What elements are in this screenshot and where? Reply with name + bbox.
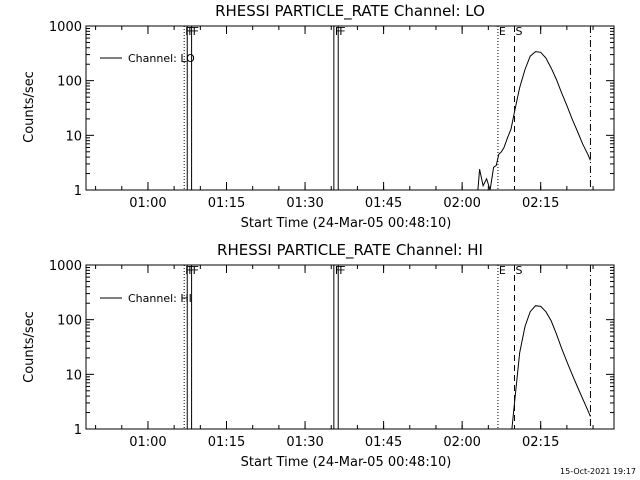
y-tick-label: 1 <box>74 184 82 199</box>
timestamp: 15-Oct-2021 19:17 <box>560 467 636 476</box>
y-tick-label: 1000 <box>49 20 82 35</box>
marker-label: E <box>499 264 506 277</box>
x-axis-label: Start Time (24-Mar-05 00:48:10) <box>241 216 452 231</box>
x-axis-label: Start Time (24-Mar-05 00:48:10) <box>241 455 452 470</box>
y-axis-label: Counts/sec <box>22 71 37 143</box>
y-tick-label: 1000 <box>49 259 82 274</box>
marker-label: F <box>185 264 191 277</box>
series-line <box>467 51 591 191</box>
marker-label: S <box>516 25 523 38</box>
x-tick-label: 02:00 <box>443 196 480 211</box>
x-tick-label: 01:30 <box>286 196 323 211</box>
x-tick-label: 01:15 <box>208 435 245 450</box>
marker-label: S <box>516 264 523 277</box>
ticks: 01:00 01:15 01:30 01:45 02:00 02:15 1 10 100 1000 <box>49 20 614 211</box>
y-tick-label: 100 <box>57 314 82 329</box>
x-tick-label: 02:15 <box>522 196 559 211</box>
x-tick-label: 01:00 <box>129 435 166 450</box>
event-markers: FFFFFES <box>183 25 591 190</box>
marker-label: F <box>339 264 345 277</box>
x-tick-label: 01:45 <box>365 196 402 211</box>
marker-label: E <box>499 25 506 38</box>
legend-entry: Channel: HI <box>128 292 192 305</box>
y-tick-label: 10 <box>65 129 82 144</box>
y-axis-label: Counts/sec <box>22 311 37 383</box>
panel-hi: RHESSI PARTICLE_RATE Channel: HI Counts/… <box>22 241 615 470</box>
x-tick-label: 02:15 <box>522 435 559 450</box>
x-tick-label: 01:30 <box>286 435 323 450</box>
chart-title: RHESSI PARTICLE_RATE Channel: HI <box>217 241 483 260</box>
ticks: 01:00 01:15 01:30 01:45 02:00 02:15 1 10 100 1000 <box>49 259 614 450</box>
marker-label: F <box>193 264 199 277</box>
marker-label: F <box>185 25 191 38</box>
x-tick-label: 01:00 <box>129 196 166 211</box>
x-tick-label: 01:45 <box>365 435 402 450</box>
x-tick-label: 01:15 <box>208 196 245 211</box>
y-tick-label: 10 <box>65 368 82 383</box>
chart-title: RHESSI PARTICLE_RATE Channel: LO <box>215 2 485 21</box>
plot-frame <box>85 264 615 430</box>
marker-label: F <box>193 25 199 38</box>
event-markers: FFFFFES <box>183 264 591 429</box>
y-tick-label: 1 <box>74 423 82 438</box>
panel-lo: RHESSI PARTICLE_RATE Channel: LO Counts/… <box>22 2 615 231</box>
legend-entry: Channel: LO <box>128 52 195 65</box>
marker-label: F <box>339 25 345 38</box>
plot-frame <box>85 25 615 191</box>
x-tick-label: 02:00 <box>443 435 480 450</box>
series-line <box>511 305 591 430</box>
y-tick-label: 100 <box>57 75 82 90</box>
